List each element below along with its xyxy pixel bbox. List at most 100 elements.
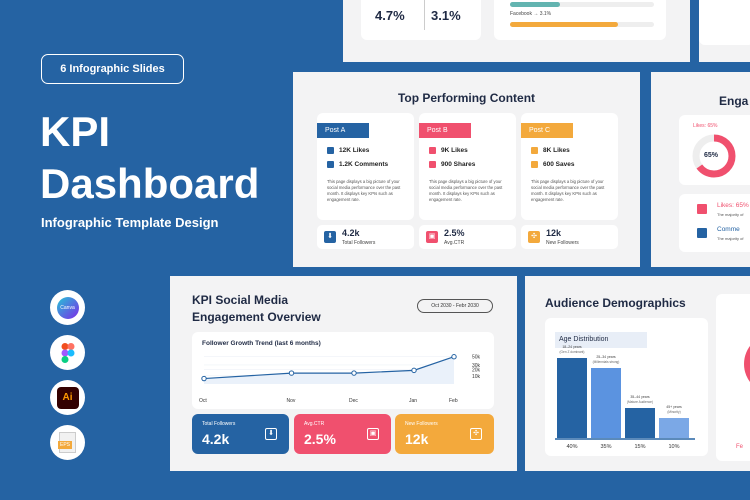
post-metric-label: 900 Shares	[441, 161, 476, 168]
content-stat-card: ⬇ 4.2k Total Followers	[317, 225, 414, 249]
age-distribution-card: Age Distribution 18–24 years (Gen Z domin…	[545, 318, 708, 456]
overview-kpi-card: Total Followers 4.2k ⬇	[192, 414, 289, 454]
progress-card: Facebook → 3.1%	[494, 0, 666, 40]
post-metric: 1.2K Comments	[327, 161, 388, 168]
comment-icon	[327, 161, 334, 168]
age-bar	[659, 418, 689, 438]
kpi-label: Total Followers	[202, 421, 236, 427]
age-bar-label: 35–44 years	[630, 395, 650, 399]
kpi-label: Avg.CTR	[304, 421, 325, 427]
slide-audience-demographics: Audience Demographics Age Distribution 1…	[525, 276, 750, 471]
post-metric-label: 600 Saves	[543, 161, 575, 168]
metric-value-2: 3.1%	[431, 8, 461, 23]
overview-title-line2: Engagement Overview	[192, 310, 321, 324]
donut-percent: 65%	[704, 152, 719, 159]
likes-donut-chart	[692, 134, 736, 178]
demographics-title: Audience Demographics	[545, 296, 686, 310]
age-bar	[591, 368, 621, 438]
illustrator-icon: Ai	[50, 380, 85, 415]
engagement-title: Enga	[719, 94, 749, 108]
x-tick-label: Jan	[409, 398, 417, 404]
like-icon	[531, 147, 538, 154]
y-tick-label: 50k	[472, 355, 481, 361]
data-point	[288, 370, 295, 376]
age-bar-label: 45+ years	[666, 405, 682, 409]
content-stat-card: ✣ 12k New Followers	[521, 225, 618, 249]
overview-title-line1: KPI Social Media	[192, 293, 289, 307]
likes-label: Likes: 65%	[693, 123, 718, 129]
slide-top-performing-content: Top Performing Content Post A 12K Likes 1.…	[293, 72, 640, 267]
stat-label: Avg.CTR	[444, 240, 465, 246]
post-tag: Post B	[419, 123, 471, 138]
engagement-row-1: Likes: 65%	[717, 202, 749, 209]
age-bar-sub: (Minority)	[667, 410, 680, 414]
eps-icon: EPS	[50, 425, 85, 460]
post-metric-label: 12K Likes	[339, 147, 370, 154]
kpi-label: New Followers	[405, 421, 438, 427]
engagement-list-card: Likes: 65% The majority of Comme The maj…	[679, 194, 750, 252]
stat-icon: ⬇	[324, 231, 336, 243]
figma-icon	[50, 335, 85, 370]
age-bar-pct: 15%	[634, 444, 645, 450]
post-description: This page displays a big picture of your…	[327, 179, 401, 202]
date-range-pill[interactable]: Oct 2030 - Febr 2030	[417, 299, 493, 313]
metric-value-1: 4.7%	[375, 8, 405, 23]
chart-title: Follower Growth Trend (last 6 months)	[202, 340, 321, 347]
hero-title-line2: Dashboard	[40, 160, 260, 207]
series-area	[204, 356, 454, 384]
date-range-text: Oct 2030 - Febr 2030	[431, 303, 479, 309]
stat-value: 2.5%	[444, 228, 465, 238]
post-metric: 900 Shares	[429, 161, 475, 168]
slide-top: 4.7% 3.1% Facebook → 3.1%	[343, 0, 690, 62]
data-point	[411, 367, 417, 374]
age-bar-sub: (Gen Z dominant)	[560, 350, 585, 354]
like-icon	[429, 147, 436, 154]
age-bar-sub: (Mature Audience)	[627, 400, 653, 404]
age-distribution-text: Age Distribution	[559, 336, 609, 343]
stat-label: Total Followers	[342, 240, 376, 246]
post-tag-label: Post C	[529, 127, 551, 134]
post-tag: Post C	[521, 123, 573, 138]
post-tag: Post A	[317, 123, 369, 138]
age-bar-label: 18–24 years	[562, 345, 582, 349]
facebook-label: Facebook → 3.1%	[510, 11, 552, 17]
post-description: This page displays a big picture of your…	[429, 179, 503, 202]
post-metric: 12K Likes	[327, 147, 369, 154]
age-bar	[557, 358, 587, 438]
gender-legend: Fe	[736, 444, 744, 450]
kpi-icon: ⬇	[265, 428, 277, 440]
post-tag-label: Post A	[325, 127, 346, 134]
canva-icon: Canva	[50, 290, 85, 325]
post-metric: 9K Likes	[429, 147, 468, 154]
stat-value: 4.2k	[342, 228, 360, 238]
x-tick-label: Oct	[199, 398, 207, 404]
hero-title-line1: KPI	[40, 108, 111, 155]
progress-bar-1	[510, 2, 654, 7]
overview-kpi-card: New Followers 12k ✣	[395, 414, 494, 454]
age-bar-chart: 18–24 years(Gen Z dominant) 40% 25–34 year…	[555, 345, 695, 450]
progress-bar-2	[510, 22, 654, 27]
data-point	[351, 370, 357, 376]
x-tick-label: Dec	[349, 398, 358, 404]
data-point	[201, 375, 207, 382]
age-bar-label: 25–34 years	[596, 355, 616, 359]
gender-card: Fe	[716, 294, 750, 461]
y-tick-label: 10k	[472, 374, 481, 380]
kpi-icon: ✣	[470, 428, 482, 440]
engagement-row-2: Comme	[717, 226, 740, 233]
follower-growth-card: Follower Growth Trend (last 6 months) 50…	[192, 332, 494, 409]
age-bar-sub: (Millennials strong)	[593, 360, 620, 364]
comment-icon	[429, 161, 436, 168]
engagement-row-1-sub: The majority of	[717, 212, 744, 217]
slide-top-right	[699, 0, 750, 62]
kpi-value: 2.5%	[304, 431, 336, 447]
post-metric: 8K Likes	[531, 147, 570, 154]
age-bar-pct: 10%	[668, 444, 679, 450]
age-distribution-label: Age Distribution	[555, 332, 647, 348]
kpi-icon: ▣	[367, 428, 379, 440]
post-metric: 600 Saves	[531, 161, 574, 168]
content-stat-card: ▣ 2.5% Avg.CTR	[419, 225, 516, 249]
metrics-card: 4.7% 3.1%	[361, 0, 481, 40]
age-bar	[625, 408, 655, 438]
